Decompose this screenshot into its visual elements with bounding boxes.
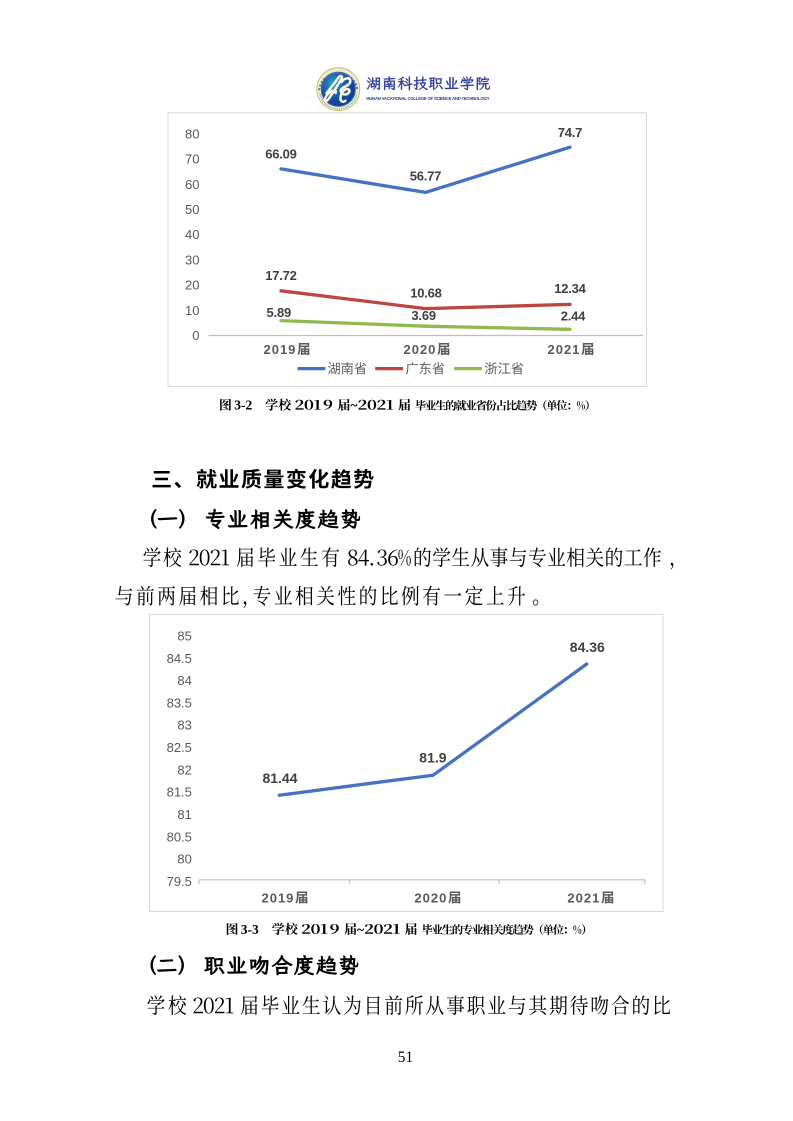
svg-text:3.69: 3.69 bbox=[411, 308, 436, 323]
svg-text:10: 10 bbox=[185, 303, 200, 318]
svg-text:0: 0 bbox=[192, 328, 199, 343]
svg-text:83: 83 bbox=[177, 718, 192, 733]
svg-text:2020: 2020 bbox=[404, 342, 437, 357]
svg-text:2.44: 2.44 bbox=[561, 309, 586, 324]
svg-text:30: 30 bbox=[185, 253, 200, 268]
svg-text:83.5: 83.5 bbox=[167, 695, 192, 710]
svg-text:51: 51 bbox=[398, 1049, 413, 1066]
svg-text:84.36: 84.36 bbox=[570, 639, 605, 655]
svg-text:80.5: 80.5 bbox=[167, 829, 192, 844]
svg-text:80: 80 bbox=[185, 126, 200, 141]
svg-text:2020: 2020 bbox=[414, 890, 447, 905]
svg-text:56.77: 56.77 bbox=[410, 168, 442, 183]
svg-text:79.5: 79.5 bbox=[167, 874, 192, 889]
svg-text:81.9: 81.9 bbox=[419, 750, 446, 766]
svg-text:5.89: 5.89 bbox=[267, 305, 292, 320]
svg-text:84.5: 84.5 bbox=[167, 651, 192, 666]
svg-text:12.34: 12.34 bbox=[554, 281, 586, 296]
svg-text:10.68: 10.68 bbox=[410, 286, 442, 301]
svg-text:2021: 2021 bbox=[567, 890, 600, 905]
svg-text:20: 20 bbox=[185, 278, 200, 293]
svg-text:2021: 2021 bbox=[548, 342, 581, 357]
svg-text:2019: 2019 bbox=[264, 342, 297, 357]
svg-text:70: 70 bbox=[185, 152, 200, 167]
svg-text:~: ~ bbox=[350, 398, 357, 413]
svg-text:66.09: 66.09 bbox=[265, 146, 297, 161]
svg-text:60: 60 bbox=[185, 177, 200, 192]
svg-text:3-2: 3-2 bbox=[234, 398, 252, 413]
svg-text:3-3: 3-3 bbox=[241, 922, 259, 937]
svg-text:82.5: 82.5 bbox=[167, 740, 192, 755]
svg-text:40: 40 bbox=[185, 227, 200, 242]
svg-text:17.72: 17.72 bbox=[265, 268, 297, 283]
svg-text:74.7: 74.7 bbox=[558, 125, 583, 140]
svg-text:~: ~ bbox=[357, 922, 364, 937]
svg-text:81: 81 bbox=[177, 807, 192, 822]
svg-text:81.44: 81.44 bbox=[263, 770, 298, 786]
svg-text:HUNAN VACATIONAL COLLEGE OF SC: HUNAN VACATIONAL COLLEGE OF SCIENCE AND … bbox=[366, 96, 489, 101]
svg-text:80: 80 bbox=[177, 852, 192, 867]
svg-text:85: 85 bbox=[177, 629, 192, 644]
svg-text:50: 50 bbox=[185, 202, 200, 217]
svg-text:82: 82 bbox=[177, 762, 192, 777]
svg-text:84: 84 bbox=[177, 673, 192, 688]
svg-text:81.5: 81.5 bbox=[167, 785, 192, 800]
svg-text:2019: 2019 bbox=[262, 890, 295, 905]
